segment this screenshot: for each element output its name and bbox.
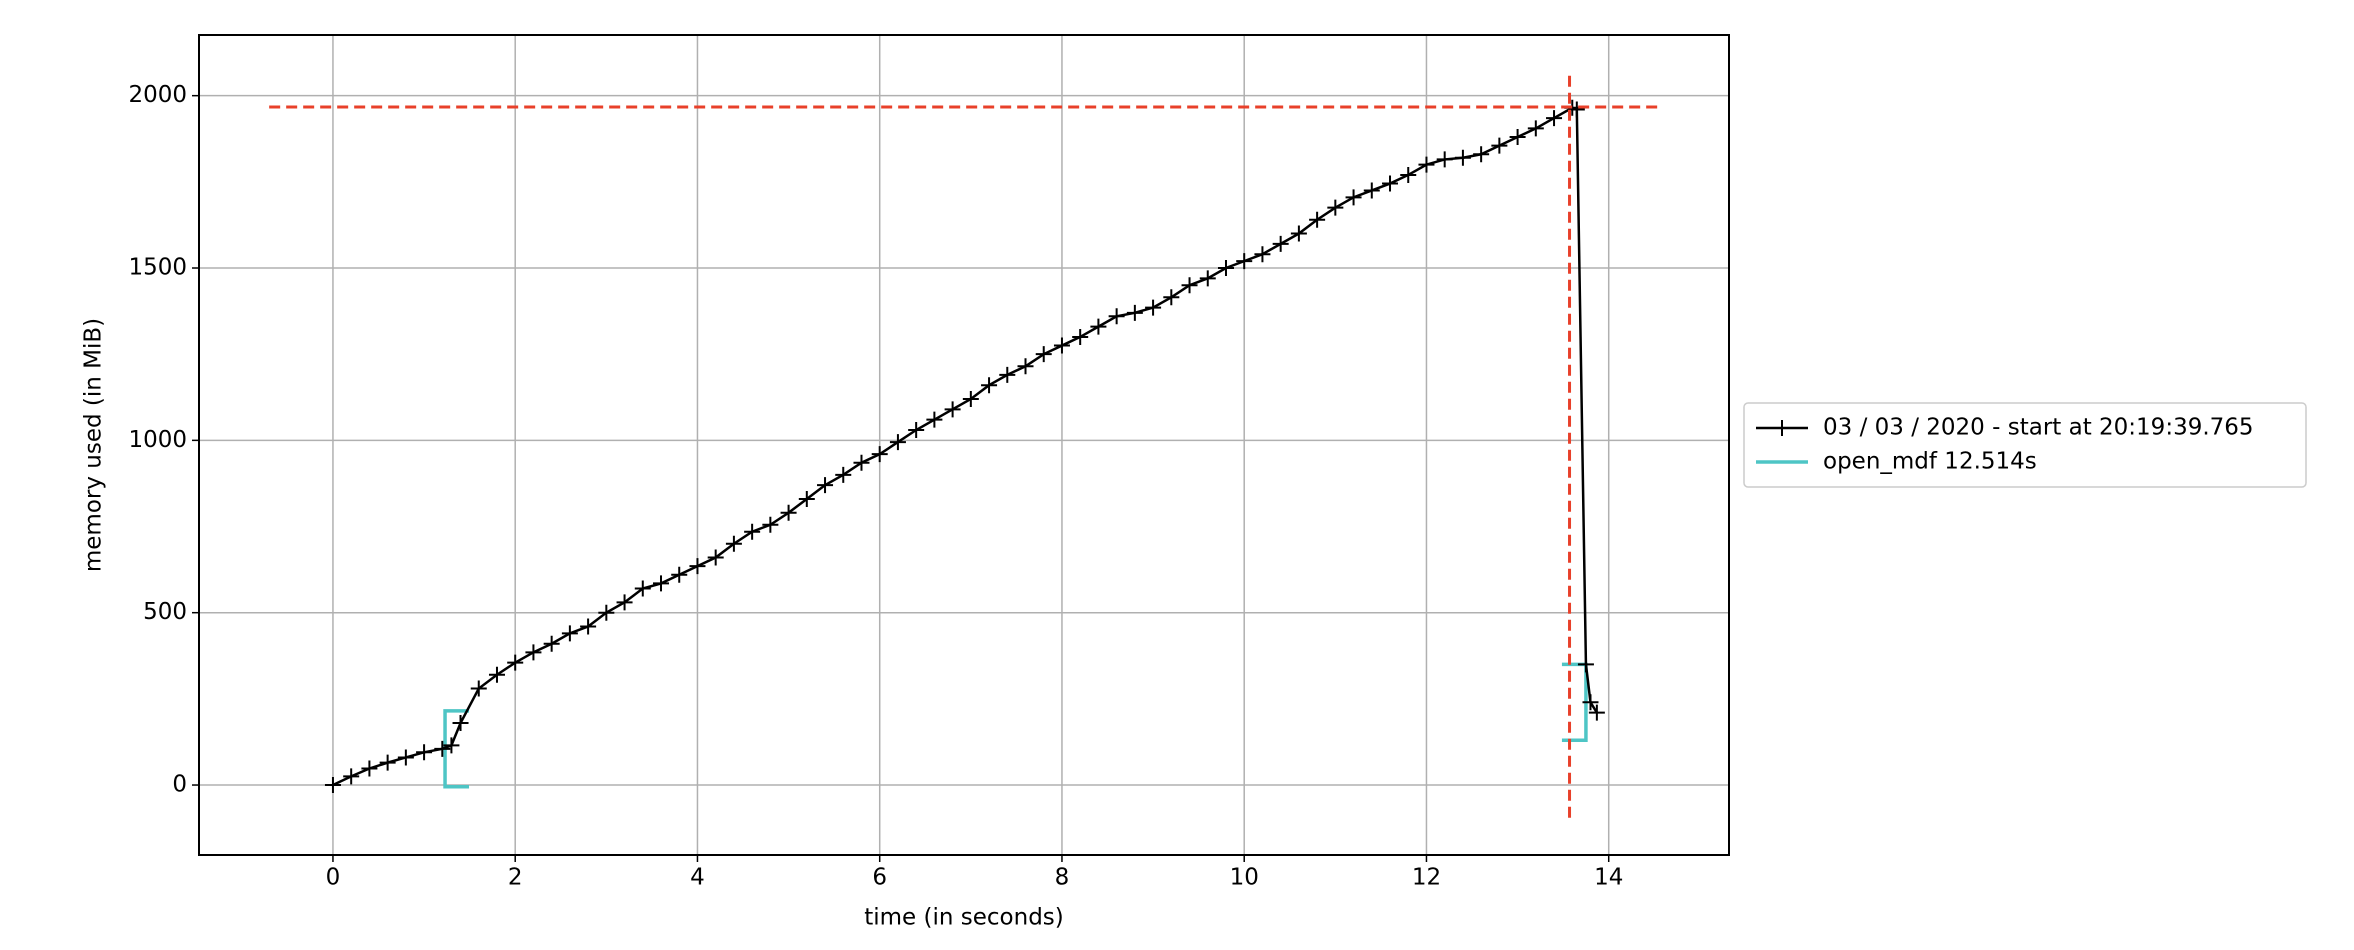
- point-marker: [1309, 211, 1326, 228]
- point-marker: [1181, 277, 1198, 294]
- point-marker: [707, 549, 724, 566]
- point-marker: [1072, 328, 1089, 345]
- point-marker: [908, 422, 925, 439]
- point-marker: [1382, 175, 1399, 192]
- point-marker: [1473, 146, 1490, 163]
- point-marker: [1236, 253, 1253, 270]
- point-marker: [981, 377, 998, 394]
- point-marker: [616, 594, 633, 611]
- point-marker: [1582, 694, 1599, 711]
- y-tick-label: 1500: [128, 255, 187, 281]
- point-marker: [443, 737, 460, 754]
- point-marker: [962, 390, 979, 407]
- point-marker: [835, 466, 852, 483]
- point-marker: [379, 754, 396, 771]
- point-marker: [452, 714, 469, 731]
- point-marker: [1400, 166, 1417, 183]
- point-marker: [1290, 225, 1307, 242]
- x-axis-label: time (in seconds): [864, 905, 1064, 931]
- point-marker: [324, 777, 341, 794]
- point-marker: [598, 604, 615, 621]
- y-tick-label: 500: [143, 599, 187, 625]
- point-marker: [1509, 129, 1526, 146]
- point-marker: [343, 768, 360, 785]
- point-marker: [1418, 156, 1435, 173]
- x-tick-label: 0: [326, 865, 341, 891]
- point-marker: [653, 575, 670, 592]
- point-marker: [507, 654, 524, 671]
- point-marker: [361, 760, 378, 777]
- x-tick-label: 6: [872, 865, 887, 891]
- point-marker: [689, 558, 706, 575]
- point-marker: [1145, 299, 1162, 316]
- plot-frame: [198, 34, 1730, 856]
- legend-label: 03 / 03 / 2020 - start at 20:19:39.765: [1823, 415, 2254, 441]
- point-marker: [744, 523, 761, 540]
- point-marker: [725, 535, 742, 552]
- point-marker: [525, 644, 542, 661]
- point-marker: [889, 434, 906, 451]
- point-marker: [780, 504, 797, 521]
- point-marker: [1272, 235, 1289, 252]
- point-marker: [853, 454, 870, 471]
- point-marker: [1017, 358, 1034, 375]
- point-marker: [671, 566, 688, 583]
- memory-line: [332, 106, 1598, 787]
- point-marker: [798, 490, 815, 507]
- point-marker: [1090, 318, 1107, 335]
- point-marker: [1163, 289, 1180, 306]
- point-marker: [1568, 101, 1585, 118]
- point-marker: [416, 744, 433, 761]
- point-marker: [1053, 337, 1070, 354]
- point-marker: [488, 666, 505, 683]
- point-marker: [561, 625, 578, 642]
- point-marker: [434, 740, 451, 757]
- point-marker: [817, 477, 834, 494]
- point-marker: [1199, 270, 1216, 287]
- point-marker: [397, 749, 414, 766]
- point-marker: [1345, 189, 1362, 206]
- point-marker: [1327, 199, 1344, 216]
- point-marker: [634, 580, 651, 597]
- point-marker: [1254, 246, 1271, 263]
- x-tick-label: 14: [1594, 865, 1623, 891]
- legend-marker: [1774, 420, 1790, 436]
- point-marker: [762, 516, 779, 533]
- y-tick-label: 2000: [128, 82, 187, 108]
- point-marker: [580, 618, 597, 635]
- function-end-bracket: [1561, 662, 1588, 742]
- point-marker: [926, 411, 943, 428]
- legend-label: open_mdf 12.514s: [1823, 449, 2037, 475]
- point-marker: [944, 401, 961, 418]
- point-marker: [543, 635, 560, 652]
- point-marker: [1436, 151, 1453, 168]
- point-marker: [999, 366, 1016, 383]
- point-marker: [1546, 110, 1563, 127]
- point-marker: [1588, 704, 1605, 721]
- y-tick-label: 1000: [128, 427, 187, 453]
- point-marker: [1363, 182, 1380, 199]
- point-marker: [1454, 149, 1471, 166]
- point-marker: [1577, 656, 1594, 673]
- y-axis-label: memory used (in MiB): [81, 318, 107, 572]
- point-marker: [1217, 260, 1234, 277]
- x-tick-label: 10: [1230, 865, 1259, 891]
- point-marker: [1527, 120, 1544, 137]
- x-tick-label: 12: [1412, 865, 1441, 891]
- x-tick-label: 4: [690, 865, 705, 891]
- legend-box: [1743, 402, 2307, 488]
- x-tick-label: 2: [508, 865, 523, 891]
- point-marker: [1035, 346, 1052, 363]
- point-marker: [1491, 137, 1508, 154]
- point-marker: [470, 680, 487, 697]
- point-marker: [1108, 308, 1125, 325]
- y-tick-label: 0: [172, 772, 187, 798]
- point-marker: [871, 446, 888, 463]
- point-marker: [1126, 304, 1143, 321]
- x-tick-label: 8: [1055, 865, 1070, 891]
